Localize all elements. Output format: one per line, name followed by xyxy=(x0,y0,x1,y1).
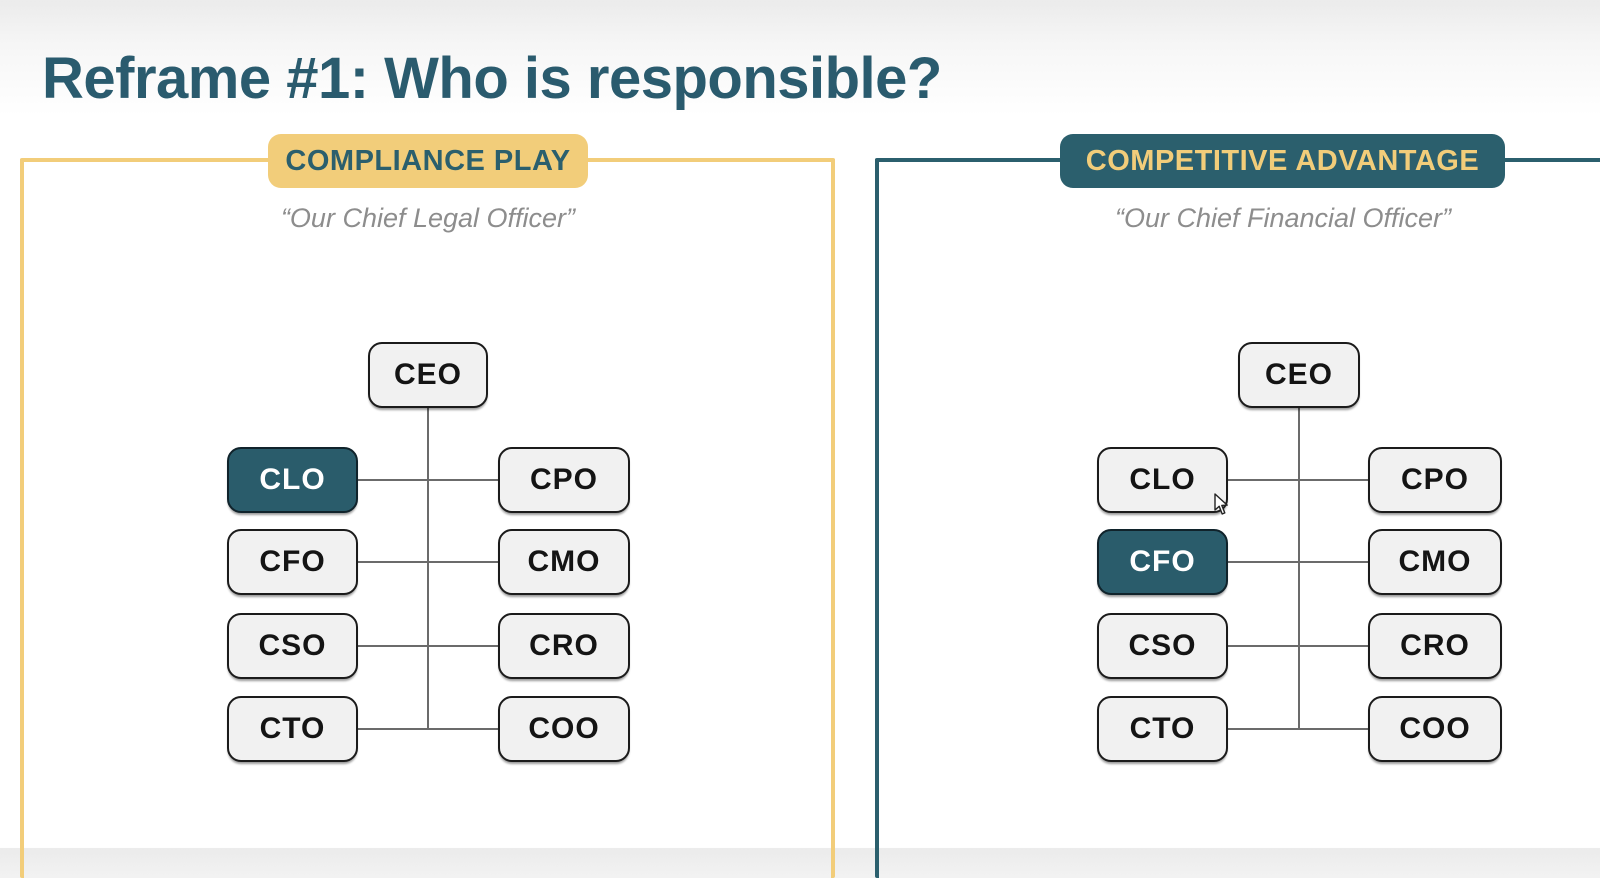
org-box-cmo: CMO xyxy=(1368,529,1502,595)
org-box-cmo: CMO xyxy=(498,529,630,595)
mouse-cursor-icon xyxy=(1214,493,1228,515)
connector-row xyxy=(357,645,499,647)
org-box-cto: CTO xyxy=(227,696,358,762)
org-box-clo: CLO xyxy=(1097,447,1228,513)
org-box-coo: COO xyxy=(1368,696,1502,762)
org-box-ceo: CEO xyxy=(368,342,488,408)
compliance-badge: COMPLIANCE PLAY xyxy=(268,134,588,188)
org-box-clo: CLO xyxy=(227,447,358,513)
compliance-quote: “Our Chief Legal Officer” xyxy=(280,203,576,233)
org-box-cfo: CFO xyxy=(227,529,358,595)
connector-row xyxy=(357,728,499,730)
connector-row xyxy=(1227,728,1369,730)
org-box-ceo: CEO xyxy=(1238,342,1360,408)
advantage-quote: “Our Chief Financial Officer” xyxy=(1114,203,1452,233)
org-box-cso: CSO xyxy=(227,613,358,679)
advantage-badge: COMPETITIVE ADVANTAGE xyxy=(1060,134,1505,188)
connector-row xyxy=(357,561,499,563)
connector-row xyxy=(1227,645,1369,647)
org-box-coo: COO xyxy=(498,696,630,762)
connector-row xyxy=(1227,479,1369,481)
connector-trunk xyxy=(1298,407,1300,729)
connector-trunk xyxy=(427,407,429,729)
org-box-cpo: CPO xyxy=(1368,447,1502,513)
org-box-cro: CRO xyxy=(498,613,630,679)
org-box-cpo: CPO xyxy=(498,447,630,513)
org-box-cto: CTO xyxy=(1097,696,1228,762)
org-box-cfo: CFO xyxy=(1097,529,1228,595)
org-box-cso: CSO xyxy=(1097,613,1228,679)
advantage-panel-border xyxy=(875,158,1600,878)
slide-title: Reframe #1: Who is responsible? xyxy=(42,45,942,111)
connector-row xyxy=(357,479,499,481)
connector-row xyxy=(1227,561,1369,563)
org-box-cro: CRO xyxy=(1368,613,1502,679)
